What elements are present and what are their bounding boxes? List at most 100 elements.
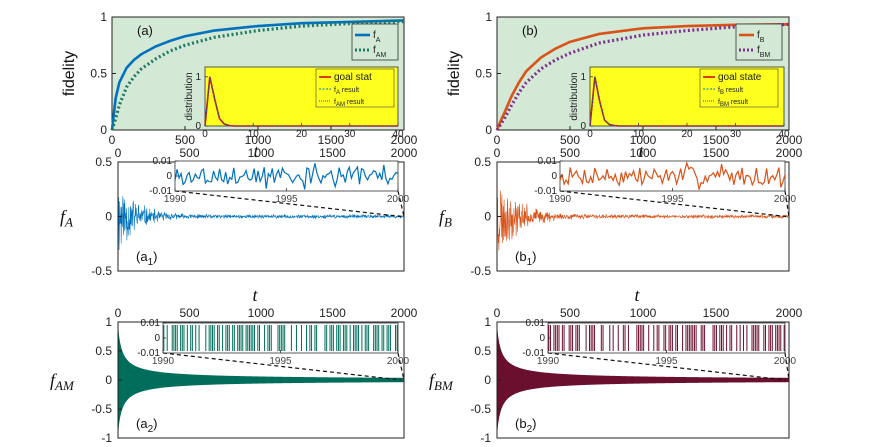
x-tick-label: 500 <box>179 146 199 160</box>
inset-legend-sub: BM <box>720 102 729 108</box>
legend-entry-sub: A <box>376 37 381 44</box>
x-tick-label: 1500 <box>703 133 730 147</box>
x-tick-label: 1000 <box>248 306 275 320</box>
x-tick-label: 1500 <box>319 146 346 160</box>
y-axis-label-sub: AM <box>54 378 75 393</box>
inset-y-tick-label: 0.01 <box>141 318 161 329</box>
inset-legend-suffix: result <box>345 99 364 106</box>
panel-label: (a1) <box>136 249 157 268</box>
inset-legend-sub: B <box>720 90 724 96</box>
inset-x-tick-label: 1995 <box>269 356 292 367</box>
x-tick-label: 0 <box>115 306 122 320</box>
inset-y-tick-label: 0.01 <box>526 318 546 329</box>
inset-x-tick-label: 0 <box>202 129 208 140</box>
y-tick-label: 0.5 <box>475 67 492 81</box>
legend-entry-sub: B <box>760 37 765 44</box>
inset-y-tick-label: 0.01 <box>538 156 558 167</box>
panel-label: (b) <box>522 23 538 38</box>
inset: -0.01 0 0.01 1990 1995 2000 <box>522 318 796 367</box>
y-tick-label: -0.5 <box>470 264 491 278</box>
inset-legend-suffix: result <box>340 87 359 94</box>
y-tick-label: 0 <box>484 210 491 224</box>
x-tick-label: 1000 <box>630 146 657 160</box>
inset-x-tick-label: 0 <box>587 129 593 140</box>
x-axis-label: t <box>253 141 259 161</box>
y-axis-label-base: f <box>60 207 68 227</box>
y-tick-label: 0.5 <box>474 155 491 169</box>
inset-legend-base: goal state <box>718 72 762 83</box>
y-tick-label: 1 <box>484 315 491 329</box>
y-tick-label: 1 <box>105 315 112 329</box>
inset-y-axis-label: distribution <box>184 72 195 120</box>
legend-box <box>735 23 783 61</box>
panel-label-base: (b <box>515 249 527 264</box>
panel-label-sub: 2 <box>148 424 154 435</box>
y-tick-label: 0 <box>105 210 112 224</box>
panel-a1: 0 500 1000 1500 2000-0.500.5tfA(a1)-0.0100.0… <box>60 146 418 305</box>
x-tick-label: 2000 <box>391 146 418 160</box>
legend-entry-base: f <box>373 45 376 56</box>
zoom-guide-line <box>784 352 790 381</box>
inset-x-tick-label: 10 <box>248 129 260 140</box>
panel-a2: 0 500 1000 1500 2000 -1 -0.5 0 0.5 1 fAM (a2) -0.01 0… <box>50 306 418 445</box>
panel-label-base: (b <box>515 416 527 431</box>
inset-y-tick-label: 0 <box>580 121 586 132</box>
x-tick-label: 2000 <box>391 306 418 320</box>
y-axis-label: fBM <box>429 370 454 393</box>
x-tick-label: 2000 <box>776 146 803 160</box>
y-tick-label: -1 <box>480 431 491 445</box>
panel-label-base: (a <box>136 249 148 264</box>
zoom-guide-line <box>397 352 405 381</box>
y-axis-label: fidelity <box>61 51 78 96</box>
zoom-guide-line <box>397 190 405 217</box>
inset-x-tick-label: 1990 <box>164 194 187 205</box>
y-axis-label-base: f <box>429 370 437 390</box>
panel-label-sub: 1 <box>148 257 154 268</box>
inset-x-tick-label: 30 <box>730 129 742 140</box>
panel-label-close: ) <box>532 249 536 264</box>
panel-label-close: ) <box>153 416 157 431</box>
inset-x-tick-label: 1995 <box>661 194 684 205</box>
y-tick-label: 0 <box>485 123 492 137</box>
inset-x-tick-label: 20 <box>681 129 693 140</box>
inset-legend-entry: fBM result <box>718 99 748 108</box>
x-tick-label: 0 <box>494 306 501 320</box>
x-tick-label: 500 <box>560 133 580 147</box>
x-tick-label: 0 <box>494 133 501 147</box>
panel-label: (b1) <box>515 249 536 268</box>
inset-x-tick-label: 30 <box>344 129 356 140</box>
inset-result-line <box>589 76 784 127</box>
y-axis-label: fA <box>60 207 73 230</box>
y-tick-label: -0.5 <box>91 264 112 278</box>
inset-legend-base: f <box>334 99 336 106</box>
inset-y-tick-label: 0 <box>166 171 172 182</box>
inset-x-tick-label: 2000 <box>387 356 410 367</box>
panel-label-close: ) <box>532 416 536 431</box>
x-tick-label: 0 <box>115 146 122 160</box>
x-tick-label: 0 <box>109 133 116 147</box>
zoom-guide-line <box>547 352 787 381</box>
x-axis-label: t <box>638 141 644 161</box>
inset-x-tick-label: 1990 <box>549 194 572 205</box>
oscillation-area <box>497 324 789 436</box>
series-line-fBM <box>495 22 790 131</box>
legend-box <box>351 23 399 61</box>
panel-label-sub: 1 <box>527 257 533 268</box>
inset-x-tick-label: 40 <box>392 129 404 140</box>
zoom-guide-line <box>162 352 402 381</box>
x-tick-label: 2000 <box>391 133 418 147</box>
panel-b2: 0 500 1000 1500 2000 -1 -0.5 0 0.5 1 fBM (b2) -0.01 0… <box>429 306 803 445</box>
y-tick-label: -0.5 <box>91 402 112 416</box>
inset-x-tick-label: 10 <box>633 129 645 140</box>
x-tick-label: 0 <box>494 146 501 160</box>
inset-x-tick-label: 2000 <box>774 356 797 367</box>
series-line-fA <box>110 19 405 131</box>
inset-legend-entry: goal state <box>718 72 762 83</box>
inset-y-tick-label: -0.01 <box>534 186 557 197</box>
legend-entry: fB <box>757 30 765 44</box>
y-tick-label: 1 <box>485 10 492 24</box>
y-axis-label-sub: BM <box>434 378 454 393</box>
panel-label-close: ) <box>153 249 157 264</box>
